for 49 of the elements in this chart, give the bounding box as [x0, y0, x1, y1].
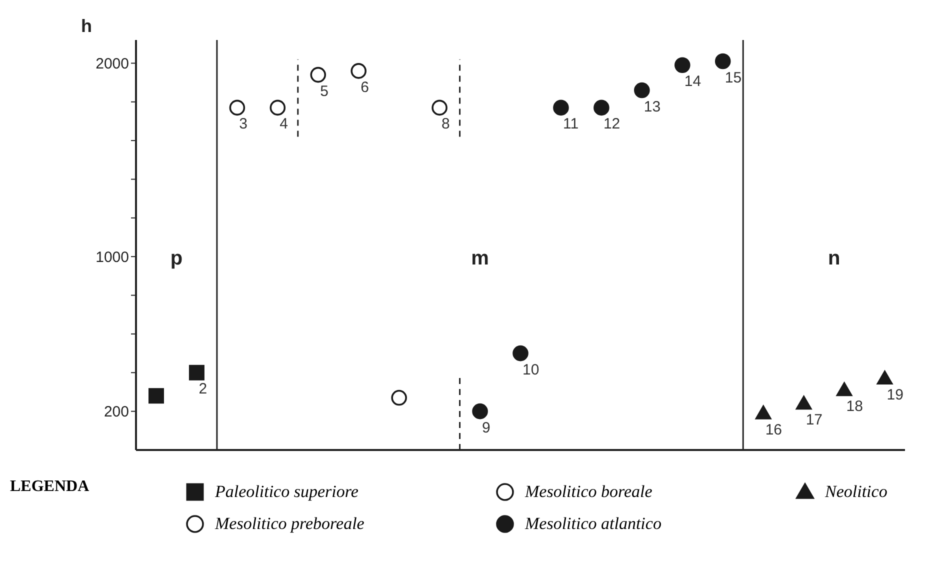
legend-label: Mesolitico atlantico [525, 514, 662, 534]
annotation: 9 [482, 419, 490, 436]
annotation: 11 [562, 116, 579, 133]
annotation: n [828, 247, 840, 270]
annotation: 5 [320, 82, 328, 100]
point [391, 390, 407, 406]
annotation: 12 [603, 116, 620, 133]
point [714, 53, 731, 70]
annotation: 14 [684, 73, 702, 90]
point [594, 100, 610, 116]
y-tick-label: 200 [104, 404, 129, 421]
legend-label: Neolitico [825, 482, 888, 502]
annotation: 16 [765, 421, 782, 438]
point [674, 57, 690, 74]
legend-label: Mesolitico preboreale [215, 514, 364, 534]
point [876, 370, 893, 385]
annotation: 2 [198, 380, 208, 398]
point [472, 403, 488, 420]
annotation: 17 [806, 412, 823, 429]
annotation: 4 [280, 116, 288, 133]
point [148, 388, 164, 404]
point [310, 66, 326, 83]
annotation: 6 [360, 78, 369, 96]
annotation: 19 [886, 386, 904, 404]
point [350, 63, 367, 79]
annotation: 8 [442, 116, 450, 133]
point [634, 82, 650, 98]
y-tick-label: 2000 [96, 56, 129, 73]
point [270, 100, 286, 116]
point [755, 405, 772, 420]
point [188, 364, 204, 380]
annotation: 18 [846, 398, 863, 416]
legend-label: Mesolitico boreale [525, 482, 652, 502]
y-tick-label: 1000 [96, 248, 129, 266]
annotation: 10 [522, 361, 540, 378]
point [229, 100, 246, 116]
point [553, 100, 569, 116]
y-axis-title: h [81, 16, 92, 36]
annotation: 3 [239, 116, 248, 133]
legend-title: LEGENDA [10, 477, 90, 496]
annotation: m [471, 247, 489, 270]
annotation: 13 [644, 98, 661, 116]
annotation: 15 [724, 69, 742, 86]
annotation: p [170, 247, 183, 270]
point [836, 382, 852, 396]
point [796, 395, 812, 410]
legend-label: Paleolitico superiore [215, 482, 358, 502]
point [512, 345, 528, 362]
point [432, 100, 448, 116]
